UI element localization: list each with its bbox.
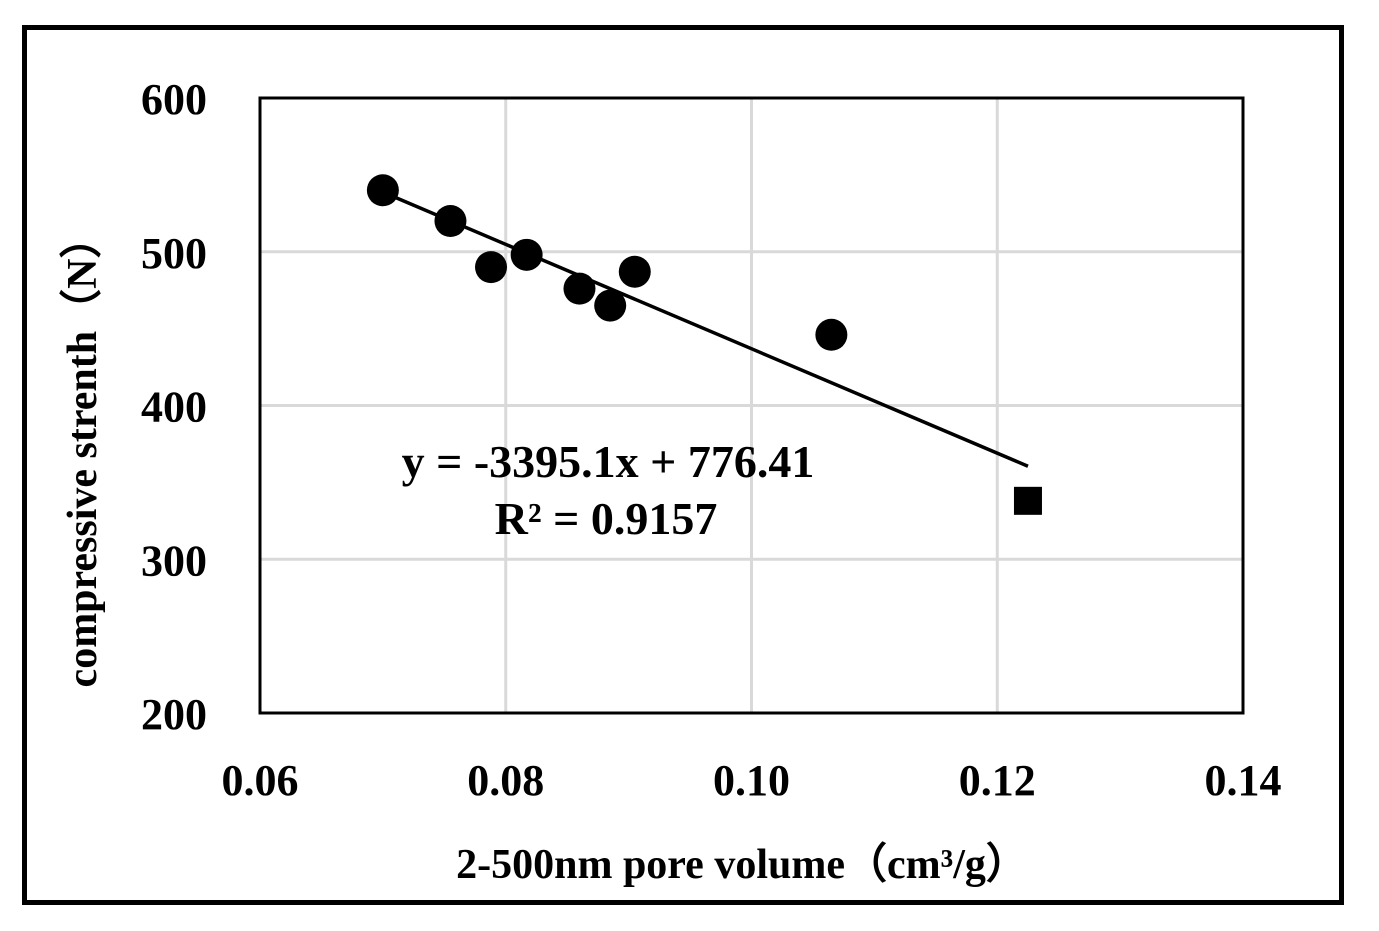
x-tick-label: 0.10	[713, 756, 790, 805]
x-tick-labels: 0.06 0.08 0.10 0.12 0.14	[222, 756, 1282, 805]
y-tick-label: 300	[141, 536, 207, 585]
trendline	[388, 193, 1029, 468]
y-axis-title: compressive strenth（N）	[59, 217, 106, 688]
data-point	[618, 255, 651, 288]
x-tick-label: 0.06	[222, 756, 299, 805]
y-tick-label: 600	[141, 75, 207, 124]
y-tick-label: 200	[141, 690, 207, 739]
data-point-square	[1013, 486, 1042, 515]
data-point	[563, 272, 596, 305]
data-point	[510, 238, 543, 271]
trendline-r-squared: R² = 0.9157	[495, 493, 718, 544]
x-tick-label: 0.08	[467, 756, 544, 805]
data-point	[475, 251, 508, 284]
y-tick-label: 400	[141, 383, 207, 432]
trendline-equation: y = -3395.1x + 776.41	[402, 436, 815, 487]
x-tick-label: 0.14	[1205, 756, 1282, 805]
data-point	[434, 205, 467, 237]
plot-area	[258, 96, 1245, 715]
y-tick-label: 500	[141, 229, 207, 278]
x-tick-label: 0.12	[959, 756, 1036, 805]
data-point	[815, 318, 848, 351]
y-tick-labels: 200 300 400 500 600	[141, 75, 207, 739]
data-points	[366, 174, 1042, 515]
chart-frame	[22, 25, 1344, 905]
data-point	[366, 174, 399, 207]
grid-lines	[260, 98, 1243, 713]
x-axis-title: 2-500nm pore volume（cm³/g）	[456, 841, 1028, 888]
data-point	[594, 289, 627, 322]
